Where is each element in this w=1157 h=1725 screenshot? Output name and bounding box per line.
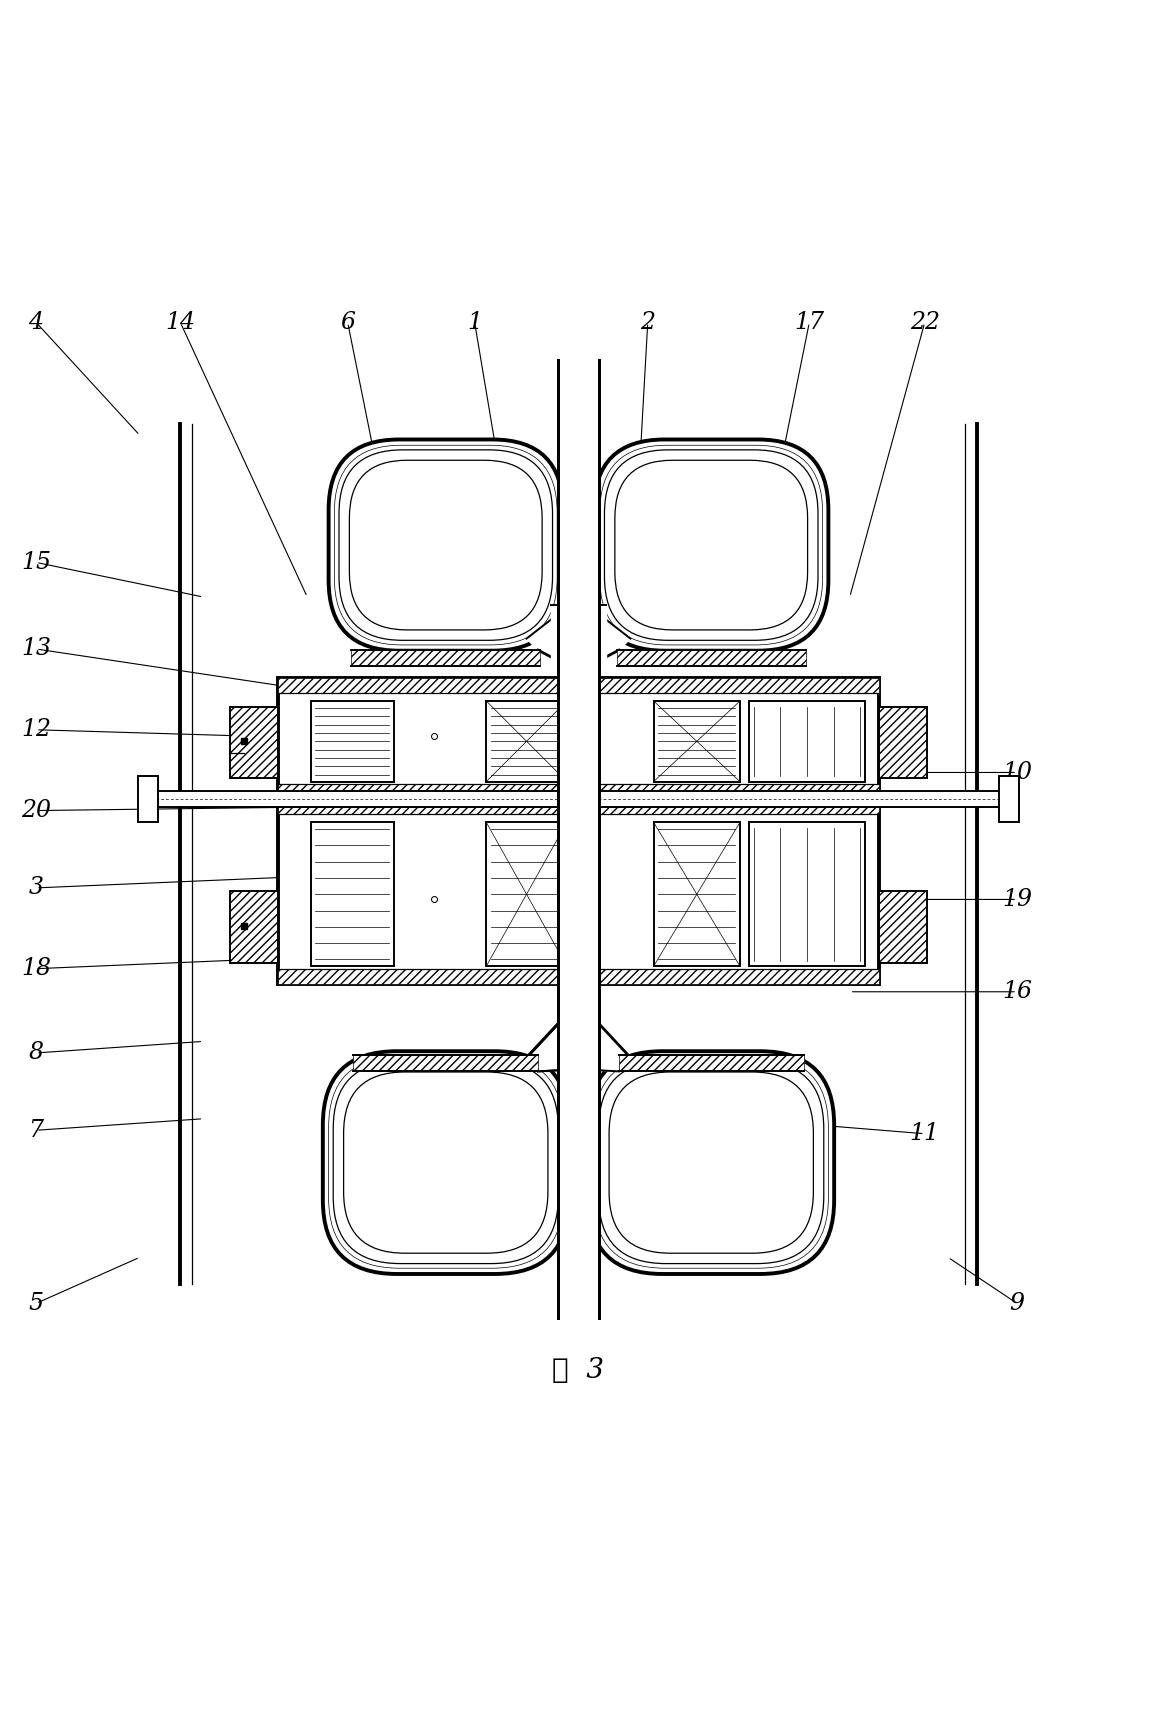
FancyBboxPatch shape (329, 1057, 563, 1268)
Text: 14: 14 (165, 310, 196, 335)
FancyBboxPatch shape (604, 450, 818, 640)
Text: 图  3: 图 3 (553, 1358, 604, 1383)
Bar (279, 785, 878, 799)
Bar (279, 969, 878, 983)
Bar (279, 678, 878, 799)
Bar (152, 792, 1005, 807)
Bar (311, 823, 393, 966)
Text: 2: 2 (640, 310, 655, 335)
FancyBboxPatch shape (598, 1061, 824, 1264)
Text: 7: 7 (29, 1120, 44, 1142)
Bar (279, 799, 878, 814)
Bar (351, 650, 540, 666)
Bar (878, 707, 927, 778)
FancyBboxPatch shape (588, 1051, 834, 1275)
Text: 1: 1 (467, 310, 482, 335)
FancyBboxPatch shape (599, 445, 823, 645)
FancyBboxPatch shape (334, 445, 558, 645)
Bar (486, 823, 567, 966)
Text: 15: 15 (21, 550, 51, 574)
Bar (998, 776, 1019, 823)
Text: 9: 9 (1010, 1292, 1025, 1314)
Text: 18: 18 (21, 957, 51, 980)
Text: 10: 10 (1002, 761, 1032, 783)
Text: 3: 3 (29, 876, 44, 899)
FancyBboxPatch shape (599, 445, 823, 645)
Bar (138, 776, 159, 823)
Bar (311, 700, 393, 781)
Text: 19: 19 (1002, 888, 1032, 911)
Bar (486, 700, 567, 781)
Bar (750, 823, 864, 966)
Bar (654, 823, 740, 966)
Text: 8: 8 (29, 1042, 44, 1064)
FancyBboxPatch shape (594, 440, 828, 650)
Bar (750, 700, 864, 781)
FancyBboxPatch shape (614, 461, 808, 630)
FancyBboxPatch shape (329, 440, 563, 650)
Bar (230, 892, 279, 963)
Bar (619, 1056, 804, 1071)
Polygon shape (526, 1025, 558, 1071)
FancyBboxPatch shape (594, 1057, 828, 1268)
FancyBboxPatch shape (594, 1057, 828, 1268)
Bar (353, 1056, 538, 1071)
FancyBboxPatch shape (334, 445, 558, 645)
Text: 12: 12 (21, 718, 51, 742)
FancyBboxPatch shape (329, 1057, 563, 1268)
Text: 6: 6 (340, 310, 355, 335)
Bar (230, 707, 279, 778)
Bar (279, 678, 878, 693)
Polygon shape (551, 605, 606, 666)
Text: 4: 4 (29, 310, 44, 335)
FancyBboxPatch shape (609, 1071, 813, 1252)
Text: 11: 11 (909, 1123, 939, 1145)
Polygon shape (526, 614, 558, 661)
FancyBboxPatch shape (339, 450, 553, 640)
Text: 16: 16 (1002, 980, 1032, 1004)
FancyBboxPatch shape (333, 1061, 559, 1264)
Bar (654, 700, 740, 781)
FancyBboxPatch shape (323, 1051, 569, 1275)
Bar (558, 361, 599, 1318)
Bar (617, 650, 806, 666)
Text: 13: 13 (21, 638, 51, 661)
Bar (878, 892, 927, 963)
Text: 20: 20 (21, 799, 51, 823)
FancyBboxPatch shape (349, 461, 543, 630)
Text: 17: 17 (795, 310, 824, 335)
Text: 22: 22 (909, 310, 939, 335)
Text: 5: 5 (29, 1292, 44, 1314)
Polygon shape (599, 614, 631, 661)
Bar (279, 799, 878, 983)
Polygon shape (599, 1025, 631, 1071)
FancyBboxPatch shape (344, 1071, 548, 1252)
